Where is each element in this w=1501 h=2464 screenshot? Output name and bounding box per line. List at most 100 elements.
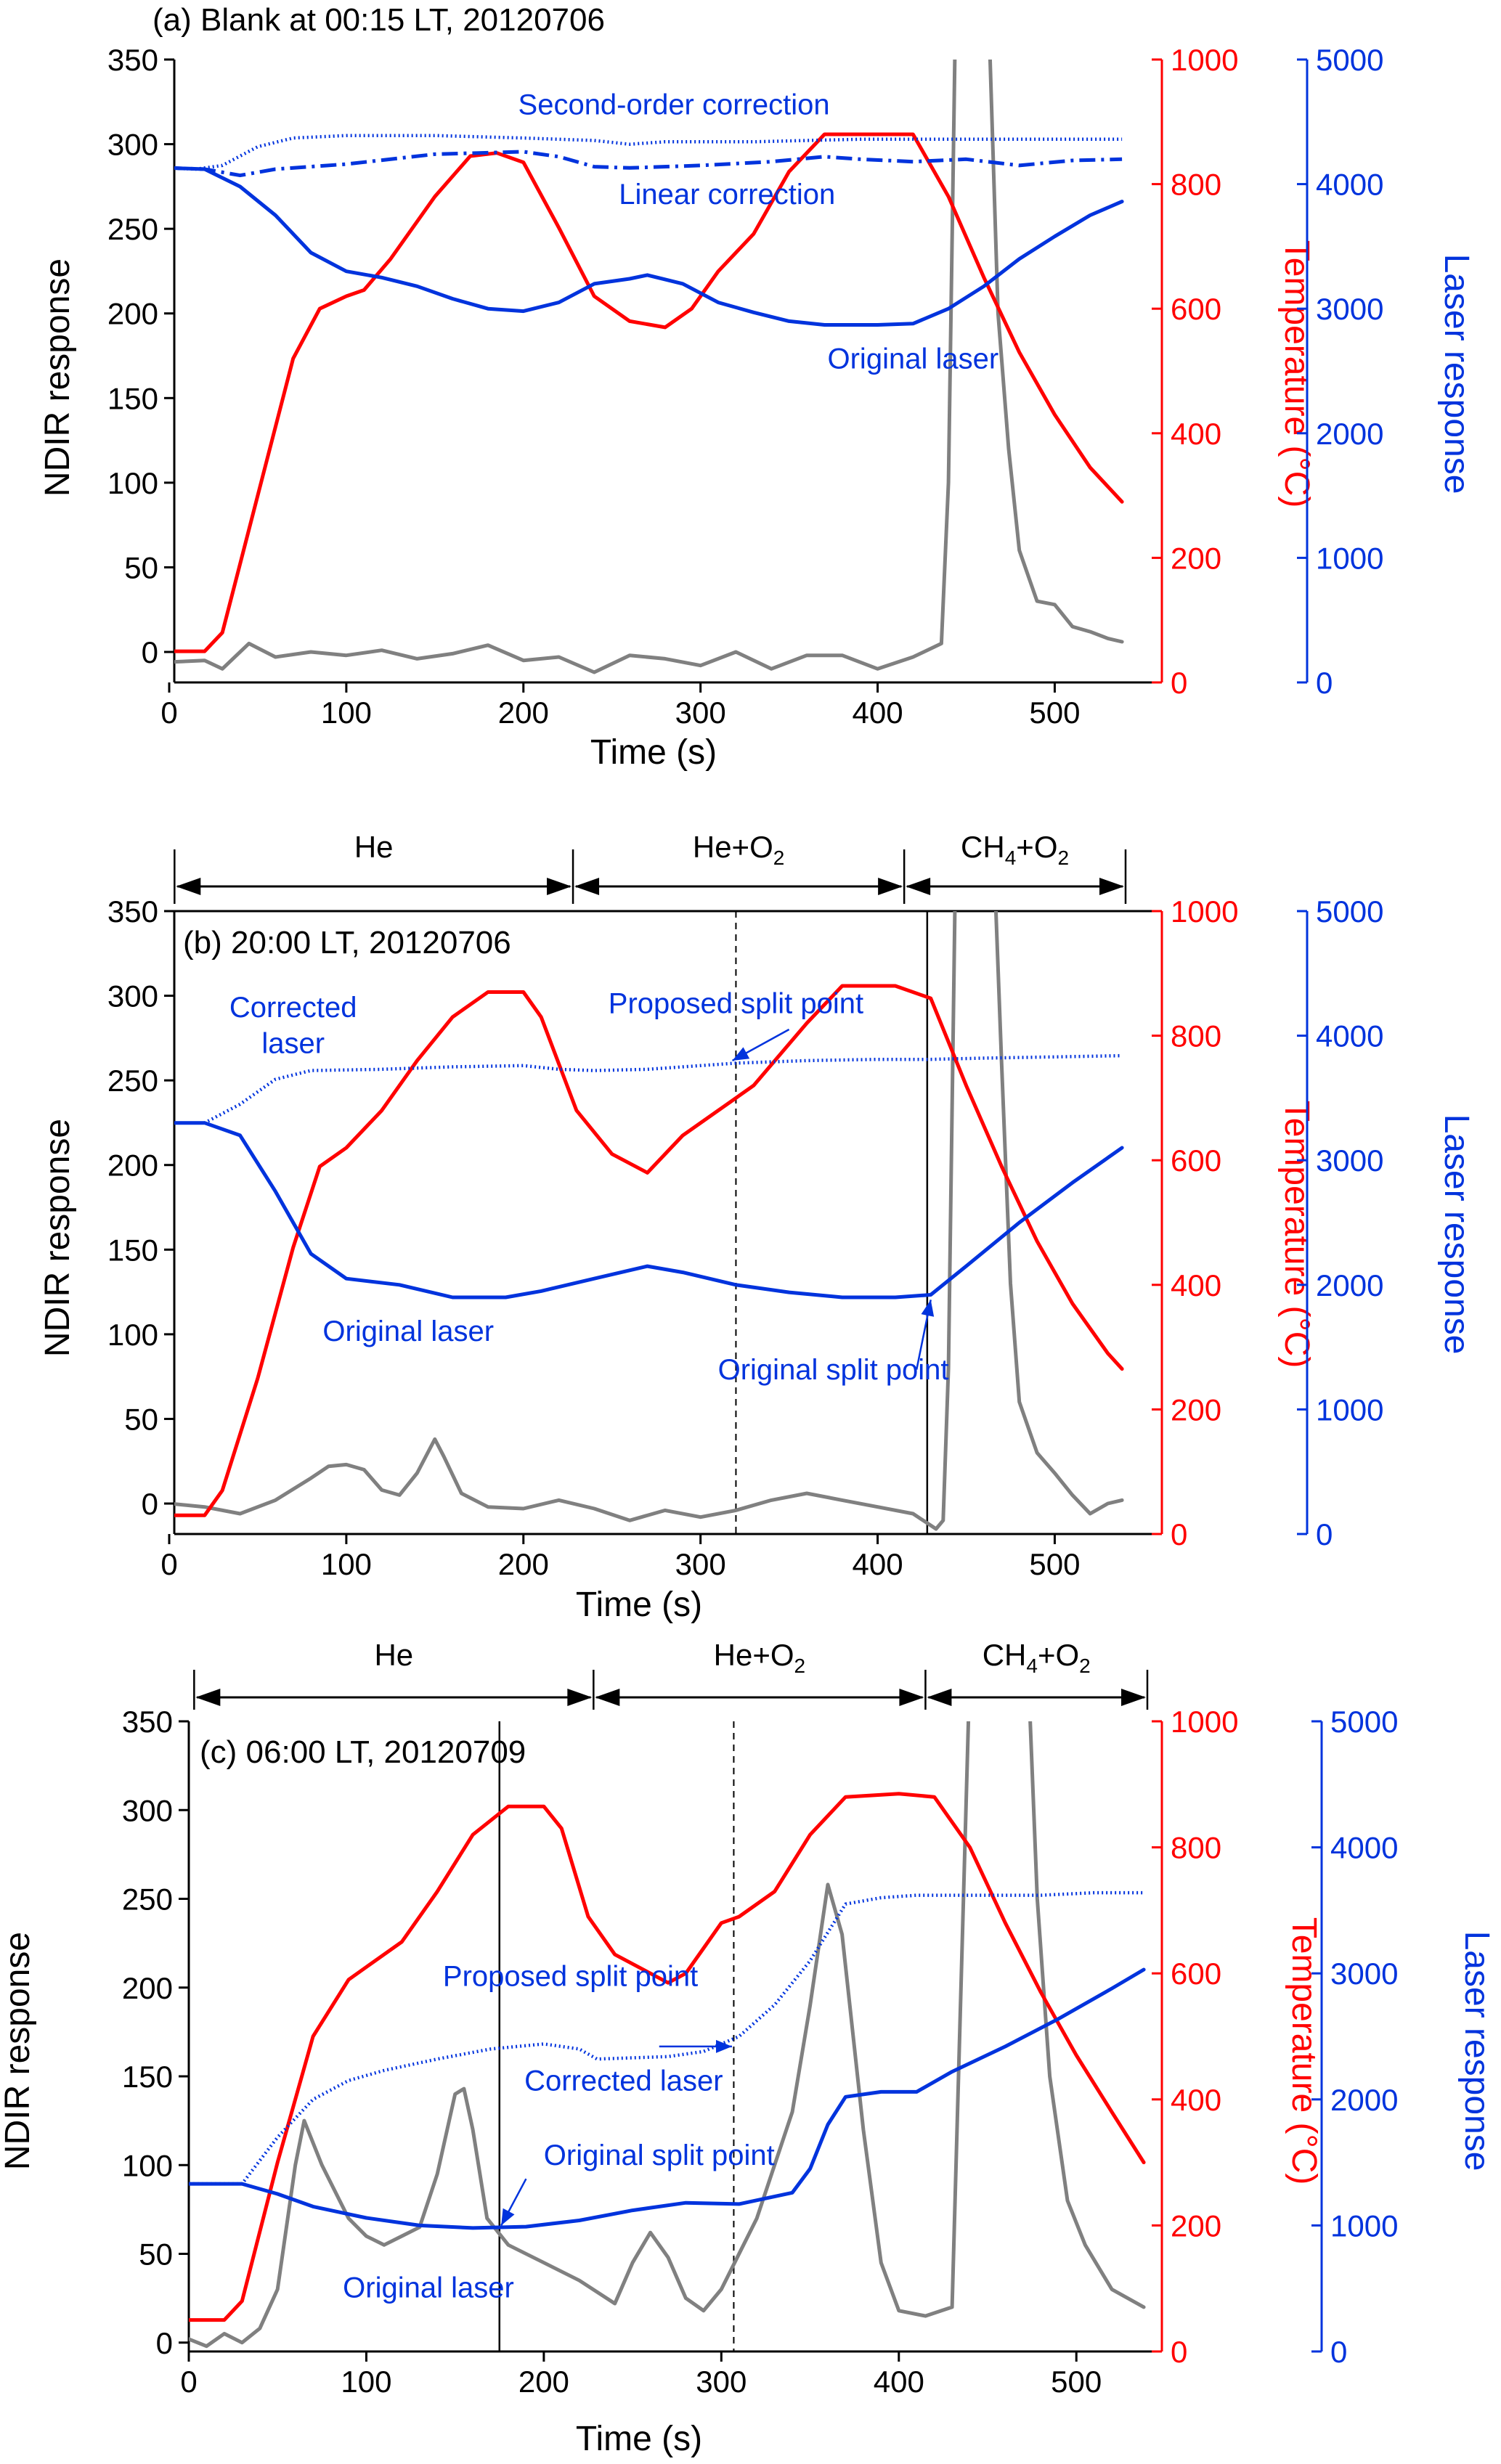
series-ndir (174, 60, 1124, 674)
ndir-tick-label: 50 (124, 1402, 158, 1436)
x-tick-label: 0 (160, 695, 177, 730)
annotation-arrowhead (732, 1047, 750, 1061)
temp-tick-label: 0 (1171, 2335, 1187, 2369)
x-tick-label: 100 (321, 1547, 372, 1581)
series-ndir (174, 911, 1124, 1531)
laser-tick-label: 2000 (1330, 2083, 1398, 2117)
temp-tick-label: 0 (1171, 666, 1187, 700)
laser-tick-label: 3000 (1316, 1143, 1383, 1178)
series-corrected-laser (174, 1053, 1123, 1125)
laser-tick-label: 4000 (1316, 1019, 1383, 1053)
temp-tick-label: 1000 (1171, 43, 1238, 77)
phase-arrowhead (927, 1689, 952, 1706)
temp-tick-label: 800 (1171, 168, 1221, 202)
ndir-tick-label: 150 (122, 2060, 173, 2094)
temp-tick-label: 600 (1171, 1957, 1221, 1991)
laser-tick-label: 2000 (1316, 1268, 1383, 1302)
temp-tick-label: 200 (1171, 2208, 1221, 2243)
x-tick-label: 300 (696, 2365, 747, 2399)
ndir-tick-label: 150 (107, 1233, 158, 1267)
x-tick-label: 100 (341, 2365, 391, 2399)
laser-tick-label: 4000 (1330, 1831, 1398, 1865)
panel-b: (b) 20:00 LT, 20120706 Time (s) NDIR res… (38, 925, 1476, 1624)
panel-c-ylabel-laser: Laser response (1457, 1931, 1496, 2171)
series-group (174, 60, 1124, 674)
phase-label: He+O2 (693, 830, 784, 869)
x-tick-label: 100 (321, 695, 372, 730)
series-temperature (174, 984, 1124, 1517)
phase-label: CH4+O2 (961, 830, 1069, 869)
temp-tick-label: 600 (1171, 1143, 1221, 1178)
annotation-arrowhead (921, 1300, 935, 1317)
panel-a-ylabel-temp: Temperature (°C) (1277, 240, 1316, 508)
ndir-tick-label: 0 (156, 2326, 173, 2360)
phase-arrowhead (595, 1689, 620, 1706)
annotation-label: Corrected laser (524, 2065, 723, 2097)
panel-c-plot: 0 100 200 300 400 500050100150200250300350020… (122, 1638, 1399, 2399)
series-linear-correction (174, 150, 1123, 178)
temp-tick-label: 400 (1171, 1268, 1221, 1302)
ndir-tick-label: 0 (142, 635, 158, 669)
ndir-tick-label: 50 (124, 550, 158, 584)
laser-tick-label: 0 (1316, 666, 1333, 700)
laser-tick-label: 0 (1330, 2335, 1347, 2369)
temp-tick-label: 1000 (1171, 1705, 1238, 1739)
series-temperature (189, 1792, 1146, 2322)
temp-tick-label: 0 (1171, 1517, 1187, 1551)
laser-tick-label: 2000 (1316, 417, 1383, 451)
phase-arrowhead (567, 1689, 593, 1706)
annotation-label: Original split point (544, 2139, 775, 2171)
laser-tick-label: 1000 (1316, 1392, 1383, 1427)
panel-a-xlabel: Time (s) (590, 733, 717, 772)
laser-tick-label: 1000 (1316, 541, 1383, 575)
ndir-tick-label: 300 (107, 128, 158, 162)
annotation-arrowhead (716, 2039, 732, 2053)
temp-tick-label: 200 (1171, 541, 1221, 575)
phase-label: CH4+O2 (983, 1638, 1091, 1677)
temp-tick-label: 600 (1171, 292, 1221, 326)
ndir-tick-label: 100 (107, 466, 158, 500)
ndir-tick-label: 100 (107, 1318, 158, 1352)
series-corrected-laser (189, 1890, 1144, 2186)
laser-tick-label: 3000 (1316, 292, 1383, 326)
phase-arrowhead (878, 878, 903, 895)
laser-tick-label: 5000 (1316, 894, 1383, 929)
temp-tick-label: 800 (1171, 1831, 1221, 1865)
laser-tick-label: 5000 (1316, 43, 1383, 77)
x-tick-label: 300 (675, 695, 726, 730)
x-tick-label: 400 (853, 695, 903, 730)
laser-tick-label: 4000 (1316, 168, 1383, 202)
ndir-tick-label: 300 (122, 1793, 173, 1827)
x-tick-label: 200 (518, 2365, 569, 2399)
panel-a-title: (a) Blank at 00:15 LT, 20120706 (152, 2, 605, 38)
panel-b-title: (b) 20:00 LT, 20120706 (183, 925, 511, 960)
phase-label: He+O2 (714, 1638, 805, 1677)
panel-b-ylabel-laser: Laser response (1437, 1114, 1476, 1355)
laser-tick-label: 3000 (1330, 1957, 1398, 1991)
ndir-tick-label: 200 (122, 1971, 173, 2005)
phase-arrowhead (899, 1689, 924, 1706)
laser-tick-label: 0 (1316, 1517, 1333, 1551)
ndir-tick-label: 350 (107, 43, 158, 77)
x-tick-label: 500 (1029, 695, 1080, 730)
x-tick-label: 400 (874, 2365, 924, 2399)
series-original-laser (174, 1121, 1124, 1300)
series-original-laser (189, 1967, 1146, 2230)
ndir-tick-label: 200 (107, 297, 158, 331)
temp-tick-label: 400 (1171, 417, 1221, 451)
ndir-tick-label: 250 (122, 1882, 173, 1917)
phase-arrowhead (906, 878, 931, 895)
x-tick-label: 200 (498, 1547, 549, 1581)
series-group (174, 911, 1124, 1531)
panel-c-ylabel-temp: Temperature (°C) (1285, 1917, 1323, 2185)
ndir-tick-label: 50 (139, 2237, 173, 2272)
panel-b-ylabel-temp: Temperature (°C) (1277, 1101, 1316, 1368)
annotation-label: Original laser (828, 343, 999, 375)
phase-label: He (354, 830, 394, 864)
laser-tick-label: 5000 (1330, 1705, 1398, 1739)
series-original-laser (174, 166, 1124, 327)
series-temperature (174, 132, 1124, 653)
temp-tick-label: 200 (1171, 1392, 1221, 1427)
series-second-order-correction (174, 134, 1123, 171)
phase-arrowhead (574, 878, 600, 895)
